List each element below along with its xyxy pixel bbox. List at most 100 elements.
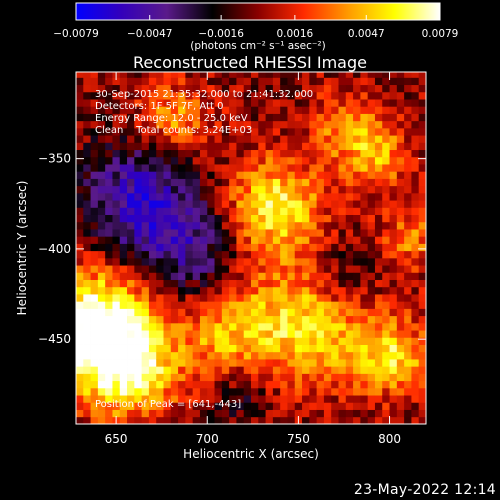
- heatmap-cell: [170, 99, 179, 107]
- heatmap-cell: [214, 214, 223, 223]
- heatmap-cell: [105, 164, 113, 172]
- heatmap-cell: [199, 315, 208, 324]
- heatmap-cell: [265, 272, 274, 280]
- heatmap-cell: [389, 359, 398, 367]
- heatmap-cell: [83, 113, 91, 122]
- heatmap-cell: [83, 315, 91, 324]
- heatmap-cell: [112, 120, 121, 129]
- heatmap-cell: [90, 113, 99, 122]
- heatmap-cell: [382, 409, 390, 418]
- heatmap-cell: [251, 330, 259, 338]
- heatmap-cell: [309, 402, 318, 410]
- heatmap-cell: [302, 178, 310, 187]
- heatmap-cell: [360, 301, 369, 309]
- heatmap-cell: [199, 387, 208, 396]
- heatmap-cell: [185, 272, 194, 280]
- heatmap-cell: [236, 185, 245, 194]
- heatmap-cell: [119, 91, 128, 100]
- heatmap-cell: [163, 127, 172, 136]
- heatmap-cell: [404, 257, 412, 266]
- heatmap-cell: [119, 322, 128, 331]
- heatmap-cell: [382, 156, 390, 165]
- heatmap-cell: [221, 402, 230, 410]
- heatmap-cell: [382, 279, 390, 288]
- heatmap-cell: [163, 279, 172, 288]
- heatmap-cell: [389, 322, 398, 331]
- heatmap-cell: [331, 257, 339, 266]
- heatmap-cell: [134, 243, 143, 252]
- heatmap-cell: [185, 156, 194, 165]
- heatmap-cell: [272, 402, 281, 410]
- heatmap-cell: [97, 286, 106, 295]
- heatmap-cell: [374, 135, 383, 143]
- heatmap-cell: [404, 142, 412, 151]
- heatmap-cell: [418, 272, 426, 280]
- heatmap-cell: [411, 149, 420, 158]
- heatmap-cell: [156, 322, 164, 331]
- heatmap-cell: [404, 373, 412, 382]
- colorbar-tick-label: −0.0016: [198, 28, 244, 40]
- heatmap-cell: [221, 409, 230, 418]
- heatmap-cell: [207, 178, 215, 187]
- heatmap-cell: [141, 84, 150, 93]
- heatmap-cell: [163, 337, 172, 345]
- heatmap-cell: [207, 330, 215, 338]
- heatmap-cell: [367, 149, 376, 158]
- heatmap-cell: [199, 250, 208, 259]
- heatmap-cell: [185, 171, 194, 179]
- heatmap-cell: [374, 120, 383, 129]
- heatmap-cell: [97, 156, 106, 165]
- heatmap-cell: [105, 192, 113, 201]
- heatmap-cell: [199, 91, 208, 100]
- heatmap-cell: [258, 416, 266, 424]
- heatmap-cell: [411, 221, 420, 230]
- heatmap-cell: [265, 380, 274, 389]
- heatmap-cell: [316, 113, 325, 122]
- heatmap-cell: [418, 265, 426, 273]
- heatmap-cell: [272, 409, 281, 418]
- heatmap-cell: [302, 192, 310, 201]
- heatmap-cell: [367, 380, 376, 389]
- heatmap-cell: [148, 409, 157, 418]
- heatmap-cell: [112, 77, 121, 86]
- heatmap-cell: [134, 156, 143, 165]
- heatmap-cell: [360, 337, 369, 345]
- heatmap-cell: [338, 243, 347, 252]
- heatmap-cell: [199, 178, 208, 187]
- heatmap-cell: [148, 135, 157, 143]
- heatmap-cell: [265, 178, 274, 187]
- heatmap-cell: [127, 359, 135, 367]
- heatmap-cell: [396, 72, 405, 78]
- heatmap-cell: [338, 84, 347, 93]
- heatmap-cell: [156, 315, 164, 324]
- heatmap-cell: [258, 301, 266, 309]
- heatmap-cell: [90, 337, 99, 345]
- heatmap-cell: [236, 308, 245, 317]
- heatmap-cell: [360, 250, 369, 259]
- heatmap-cell: [90, 229, 99, 237]
- heatmap-cell: [374, 229, 383, 237]
- heatmap-cell: [331, 250, 339, 259]
- heatmap-cell: [192, 380, 201, 389]
- heatmap-cell: [309, 359, 318, 367]
- heatmap-cell: [258, 120, 266, 129]
- heatmap-cell: [76, 409, 84, 418]
- heatmap-cell: [119, 229, 128, 237]
- heatmap-cell: [156, 207, 164, 215]
- heatmap-cell: [323, 387, 332, 396]
- heatmap-cell: [90, 416, 99, 424]
- heatmap-cell: [221, 344, 230, 353]
- heatmap-cell: [323, 243, 332, 252]
- heatmap-cell: [90, 72, 99, 78]
- heatmap-cell: [404, 200, 412, 208]
- heatmap-cell: [192, 359, 201, 367]
- heatmap-cell: [90, 359, 99, 367]
- heatmap-cell: [221, 272, 230, 280]
- heatmap-cell: [338, 77, 347, 86]
- heatmap-cell: [331, 337, 339, 345]
- heatmap-cell: [105, 236, 113, 244]
- heatmap-cell: [280, 387, 288, 396]
- heatmap-cell: [221, 250, 230, 259]
- heatmap-cell: [309, 308, 318, 317]
- heatmap-cell: [221, 120, 230, 129]
